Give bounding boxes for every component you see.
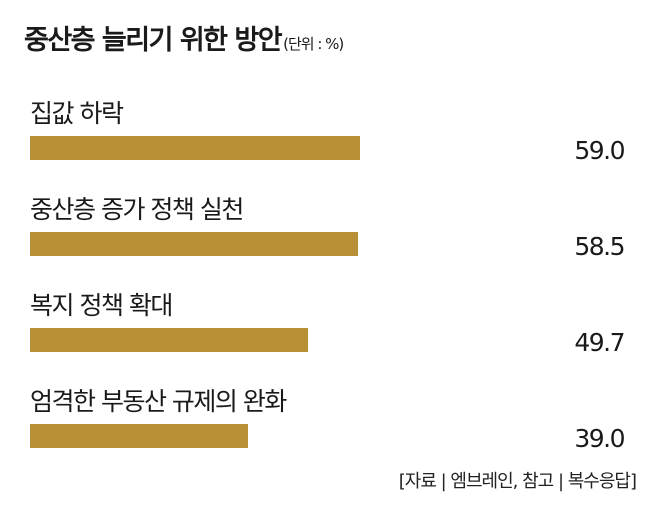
unit-label: (단위 : %) — [283, 35, 344, 53]
category-label: 복지 정책 확대 — [30, 291, 173, 320]
bar — [30, 136, 360, 160]
bar-row: 집값 하락 59.0 — [0, 94, 658, 174]
value-label: 58.5 — [574, 232, 625, 261]
category-label: 중산층 증가 정책 실천 — [30, 195, 244, 224]
value-label: 59.0 — [574, 136, 625, 165]
bar-row: 엄격한 부동산 규제의 완화 39.0 — [0, 382, 658, 462]
bar — [30, 232, 358, 256]
category-label: 엄격한 부동산 규제의 완화 — [30, 387, 287, 416]
chart-title-text: 중산층 늘리기 위한 방안 — [24, 25, 283, 56]
bar-row: 중산층 증가 정책 실천 58.5 — [0, 190, 658, 270]
source-note: [자료 | 엠브레인, 참고 | 복수응답] — [398, 471, 637, 492]
bar — [30, 424, 248, 448]
value-label: 39.0 — [574, 424, 625, 453]
value-label: 49.7 — [574, 328, 625, 357]
bar — [30, 328, 308, 352]
chart-title: 중산층 늘리기 위한 방안 (단위 : %) — [24, 18, 344, 57]
bar-row: 복지 정책 확대 49.7 — [0, 286, 658, 366]
category-label: 집값 하락 — [30, 99, 124, 128]
